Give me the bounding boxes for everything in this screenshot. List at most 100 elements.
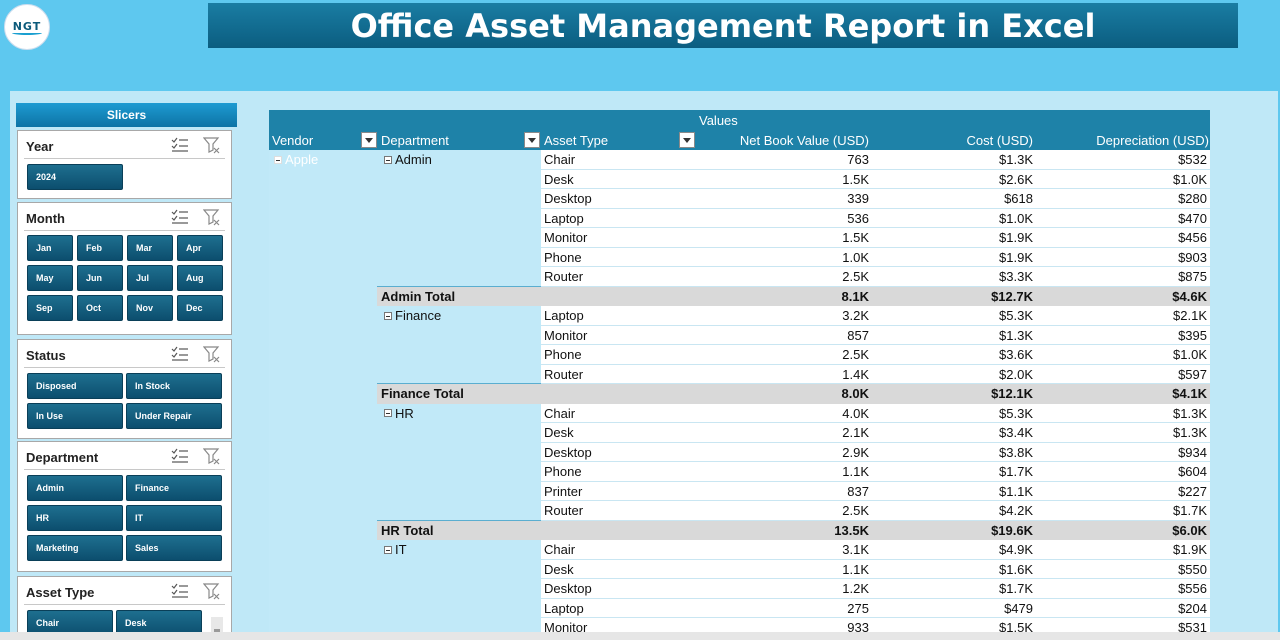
department-name: HR	[395, 405, 414, 421]
asset-type-filter-dropdown-icon[interactable]	[679, 132, 695, 148]
department-group-cell	[377, 306, 541, 384]
multi-select-icon[interactable]	[171, 346, 189, 362]
slicer-button-marketing[interactable]: Marketing	[27, 535, 123, 561]
slicer-button-jul[interactable]: Jul	[127, 265, 173, 291]
table-row: Laptop 536 $1.0K $470	[541, 209, 1210, 228]
asset-type-cell: Router	[544, 269, 584, 284]
depreciation-cell: $556	[1178, 581, 1207, 596]
vendor-cell[interactable]: Apple	[274, 152, 318, 167]
clear-filter-icon[interactable]	[202, 346, 221, 363]
clear-filter-icon[interactable]	[202, 137, 221, 154]
department-filter-dropdown-icon[interactable]	[524, 132, 540, 148]
department-total-row: HR Total 13.5K $19.6K $6.0K	[377, 520, 1210, 540]
multi-select-icon[interactable]	[171, 137, 189, 153]
cost-cell: $479	[1004, 600, 1033, 616]
department-group-cell	[377, 403, 541, 521]
depreciation-cell: $227	[1178, 483, 1207, 499]
collapse-icon[interactable]	[274, 155, 282, 164]
slicer-button-in-use[interactable]: In Use	[27, 403, 123, 429]
collapse-icon[interactable]	[384, 409, 392, 417]
slicer-button-under-repair[interactable]: Under Repair	[126, 403, 222, 429]
slicers-header: Slicers	[16, 103, 237, 127]
slicer-button-2024[interactable]: 2024	[27, 164, 123, 190]
values-label: Values	[699, 113, 738, 128]
slicer-button-oct[interactable]: Oct	[77, 295, 123, 321]
cost-cell: $2.6K	[999, 171, 1033, 187]
asset-type-cell: Desktop	[544, 191, 592, 206]
net-book-value-cell: 837	[847, 483, 869, 499]
net-book-value-cell: 1.0K	[842, 249, 869, 265]
total-depreciation: $4.6K	[1172, 288, 1207, 304]
slicer-divider	[24, 604, 225, 605]
slicer-button-aug[interactable]: Aug	[177, 265, 223, 291]
slicer-button-jun[interactable]: Jun	[77, 265, 123, 291]
col-net-book-value: Net Book Value (USD)	[739, 133, 869, 148]
slicer-button-dec[interactable]: Dec	[177, 295, 223, 321]
slicer-button-hr[interactable]: HR	[27, 505, 123, 531]
department-row-label[interactable]: Finance	[384, 308, 441, 323]
depreciation-cell: $395	[1178, 327, 1207, 343]
slicer-button-apr[interactable]: Apr	[177, 235, 223, 261]
multi-select-icon[interactable]	[171, 448, 189, 464]
cost-cell: $1.1K	[999, 483, 1033, 499]
asset-type-cell: Desktop	[544, 581, 592, 596]
cost-cell: $2.0K	[999, 366, 1033, 382]
asset-type-cell: Phone	[544, 464, 582, 479]
table-row: Monitor 1.5K $1.9K $456	[541, 228, 1210, 248]
department-row-label[interactable]: Admin	[384, 152, 432, 167]
asset-type-cell: Chair	[544, 152, 576, 167]
multi-select-icon[interactable]	[171, 583, 189, 599]
ngt-logo: NGT	[4, 4, 50, 50]
department-row-label[interactable]: IT	[384, 542, 407, 557]
slicer-button-in-stock[interactable]: In Stock	[126, 373, 222, 399]
collapse-icon[interactable]	[384, 311, 392, 320]
pivot-column-headers: Vendor Department Asset Type Net Book Va…	[269, 130, 1210, 150]
depreciation-cell: $934	[1178, 444, 1207, 460]
slicer-button-jan[interactable]: Jan	[27, 235, 73, 261]
slicer-button-disposed[interactable]: Disposed	[27, 373, 123, 399]
total-depreciation: $6.0K	[1172, 522, 1207, 538]
slicer-button-desk[interactable]: Desk	[116, 610, 202, 636]
slicer-button-it[interactable]: IT	[126, 505, 222, 531]
collapse-icon[interactable]	[384, 545, 392, 554]
slicer-button-may[interactable]: May	[27, 265, 73, 291]
cost-cell: $1.3K	[999, 152, 1033, 167]
total-label: Admin Total	[381, 288, 456, 304]
clear-filter-icon[interactable]	[202, 209, 221, 226]
values-header: Values	[269, 110, 1210, 130]
year-slicer-title: Year	[26, 139, 54, 154]
table-row: Router 2.5K $4.2K $1.7K	[541, 501, 1210, 521]
asset-type-cell: Router	[544, 366, 584, 382]
cost-cell: $4.2K	[999, 503, 1033, 518]
slicer-button-sales[interactable]: Sales	[126, 535, 222, 561]
asset-type-cell: Monitor	[544, 327, 588, 343]
department-slicer: Department Admin Finance HR IT Marketing Sales	[17, 441, 232, 572]
slicer-button-admin[interactable]: Admin	[27, 475, 123, 501]
slicer-button-nov[interactable]: Nov	[127, 295, 173, 321]
clear-filter-icon[interactable]	[202, 448, 221, 465]
depreciation-cell: $597	[1178, 366, 1207, 382]
asset-type-cell: Chair	[544, 542, 576, 557]
net-book-value-cell: 3.1K	[842, 542, 869, 557]
vendor-filter-dropdown-icon[interactable]	[361, 132, 377, 148]
asset-type-cell: Chair	[544, 405, 576, 421]
multi-select-icon[interactable]	[171, 209, 189, 225]
asset-type-cell: Desktop	[544, 444, 592, 460]
collapse-icon[interactable]	[384, 155, 392, 164]
slicer-button-mar[interactable]: Mar	[127, 235, 173, 261]
status-slicer-title: Status	[26, 348, 66, 363]
cost-cell: $5.3K	[999, 405, 1033, 421]
slicer-button-finance[interactable]: Finance	[126, 475, 222, 501]
report-title-bar: Office Asset Management Report in Excel	[208, 3, 1238, 48]
depreciation-cell: $532	[1178, 152, 1207, 167]
cost-cell: $618	[1004, 191, 1033, 206]
clear-filter-icon[interactable]	[202, 583, 221, 600]
slicer-button-feb[interactable]: Feb	[77, 235, 123, 261]
cost-cell: $1.3K	[999, 327, 1033, 343]
slicer-divider	[24, 158, 225, 159]
slicer-button-sep[interactable]: Sep	[27, 295, 73, 321]
slicer-button-chair[interactable]: Chair	[27, 610, 113, 636]
department-row-label[interactable]: HR	[384, 406, 414, 421]
asset-type-cell: Router	[544, 503, 584, 518]
asset-type-cell: Monitor	[544, 230, 588, 245]
